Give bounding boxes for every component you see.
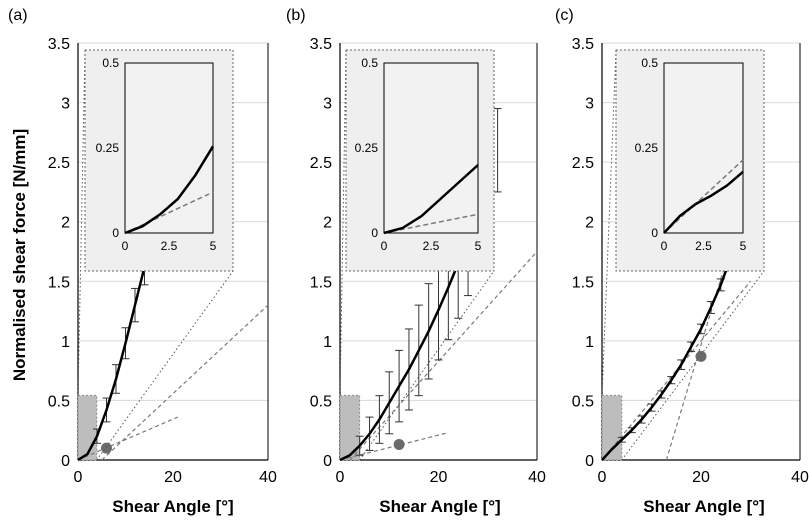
y-tick-label: 3 — [61, 96, 70, 113]
inset-plot-frame — [383, 62, 479, 234]
inset-x-tick-label: 5 — [740, 239, 747, 253]
y-tick-label: 1.5 — [310, 274, 332, 291]
panel-label-a: (a) — [8, 7, 28, 24]
panel-b: (b) Shear Angle [°] 0 0.5 1 1.5 2 2.5 3 3.5 0 20 4… — [286, 7, 546, 516]
error-bar — [493, 108, 502, 193]
inset-y-tick-label: 0.25 — [355, 141, 379, 155]
inset-y-tick-label: 0 — [371, 226, 378, 240]
inset-y-tick-label: 0 — [112, 226, 119, 240]
y-tick-label: 0 — [585, 453, 594, 470]
yield-point-marker — [393, 439, 405, 451]
zoom-connector-line — [339, 49, 347, 396]
inset-curve — [663, 170, 744, 234]
inset-y-tick-label: 0.25 — [96, 141, 120, 155]
inset-x-tick-label: 0 — [661, 239, 668, 253]
mean-curve — [77, 227, 156, 462]
panel-c: (c) Shear Angle [°] 0 0.5 1 1.5 2 2.5 3 3.5 0 20 4… — [555, 7, 809, 516]
y-axis-label: Normalised shear force [N/mm] — [10, 129, 29, 381]
inset-y-tick-label: 0.5 — [641, 56, 658, 70]
tangent-final-line — [349, 251, 538, 461]
x-tick-label: 40 — [528, 469, 546, 486]
x-axis-label-a: Shear Angle [°] — [112, 497, 233, 516]
tangent-final-line — [101, 304, 269, 461]
y-tick-label: 2.5 — [572, 155, 594, 172]
y-tick-label: 2 — [61, 215, 70, 232]
inset-x-tick-label: 2.5 — [423, 239, 440, 253]
inset-x-tick-label: 0 — [122, 239, 129, 253]
inset-y-tick-label: 0.5 — [102, 56, 119, 70]
y-tick-label: 1 — [585, 334, 594, 351]
yield-point-marker — [695, 350, 707, 362]
x-tick-label: 0 — [336, 469, 345, 486]
x-axis-label-c: Shear Angle [°] — [643, 497, 764, 516]
x-tick-label: 20 — [692, 469, 710, 486]
y-tick-label: 0 — [61, 453, 70, 470]
y-tick-label: 0.5 — [572, 393, 594, 410]
mean-curve — [601, 257, 732, 461]
y-tick-label: 0.5 — [48, 393, 70, 410]
inset-x-tick-label: 2.5 — [695, 239, 712, 253]
y-tick-label: 1.5 — [572, 274, 594, 291]
inset-curve — [383, 164, 479, 235]
y-tick-label: 3.5 — [572, 36, 594, 53]
y-tick-label: 1.5 — [48, 274, 70, 291]
mean-curve — [339, 237, 470, 462]
y-tick-label: 1 — [323, 334, 332, 351]
inset-tangent-line — [663, 159, 744, 234]
inset-plot-frame — [663, 62, 744, 234]
y-tick-label: 2.5 — [310, 155, 332, 172]
inset-zoom: 0 0.25 0.5 0 2.5 5 — [339, 49, 495, 461]
tangent-initial-line — [339, 432, 449, 461]
inset-zoom: 0 0.25 0.5 0 2.5 5 — [601, 49, 765, 461]
x-tick-label: 20 — [164, 469, 182, 486]
x-tick-label: 0 — [598, 469, 607, 486]
inset-x-tick-label: 2.5 — [161, 239, 178, 253]
y-tick-label: 2 — [323, 215, 332, 232]
y-tick-label: 3.5 — [310, 36, 332, 53]
y-tick-label: 0.5 — [310, 393, 332, 410]
tangent-initial-line — [601, 280, 751, 461]
inset-x-tick-label: 5 — [210, 239, 217, 253]
zoom-connector-line — [621, 270, 765, 461]
y-tick-label: 3.5 — [48, 36, 70, 53]
yield-point-marker — [101, 442, 112, 454]
inset-zoom: 0 0.25 0.5 0 2.5 5 — [77, 49, 234, 461]
zoom-region-box — [339, 394, 361, 461]
inset-x-tick-label: 5 — [475, 239, 482, 253]
inset-y-tick-label: 0 — [651, 226, 658, 240]
zoom-region-box — [77, 394, 98, 461]
y-tick-label: 1 — [61, 334, 70, 351]
y-tick-label: 2 — [585, 215, 594, 232]
x-tick-label: 40 — [259, 469, 277, 486]
x-tick-label: 20 — [430, 469, 448, 486]
y-tick-label: 2.5 — [48, 155, 70, 172]
inset-y-tick-label: 0.5 — [361, 56, 378, 70]
x-axis-label-b: Shear Angle [°] — [379, 497, 500, 516]
zoom-connector-line — [359, 270, 495, 461]
panel-label-c: (c) — [555, 7, 574, 24]
inset-y-tick-label: 0.25 — [635, 141, 659, 155]
panel-a: (a) Shear Angle [°] 0 0.5 1 1.5 2 2.5 3 3.5 0 20 4… — [8, 7, 277, 516]
inset-curve — [124, 145, 215, 235]
y-tick-label: 3 — [323, 96, 332, 113]
x-tick-label: 40 — [791, 469, 809, 486]
inset-x-tick-label: 0 — [381, 239, 388, 253]
y-tick-label: 0 — [323, 453, 332, 470]
y-tick-label: 3 — [585, 96, 594, 113]
zoom-connector-line — [601, 49, 617, 396]
panel-label-b: (b) — [286, 7, 306, 24]
zoom-connector-line — [77, 49, 86, 396]
x-tick-label: 0 — [74, 469, 83, 486]
zoom-connector-line — [96, 270, 234, 461]
